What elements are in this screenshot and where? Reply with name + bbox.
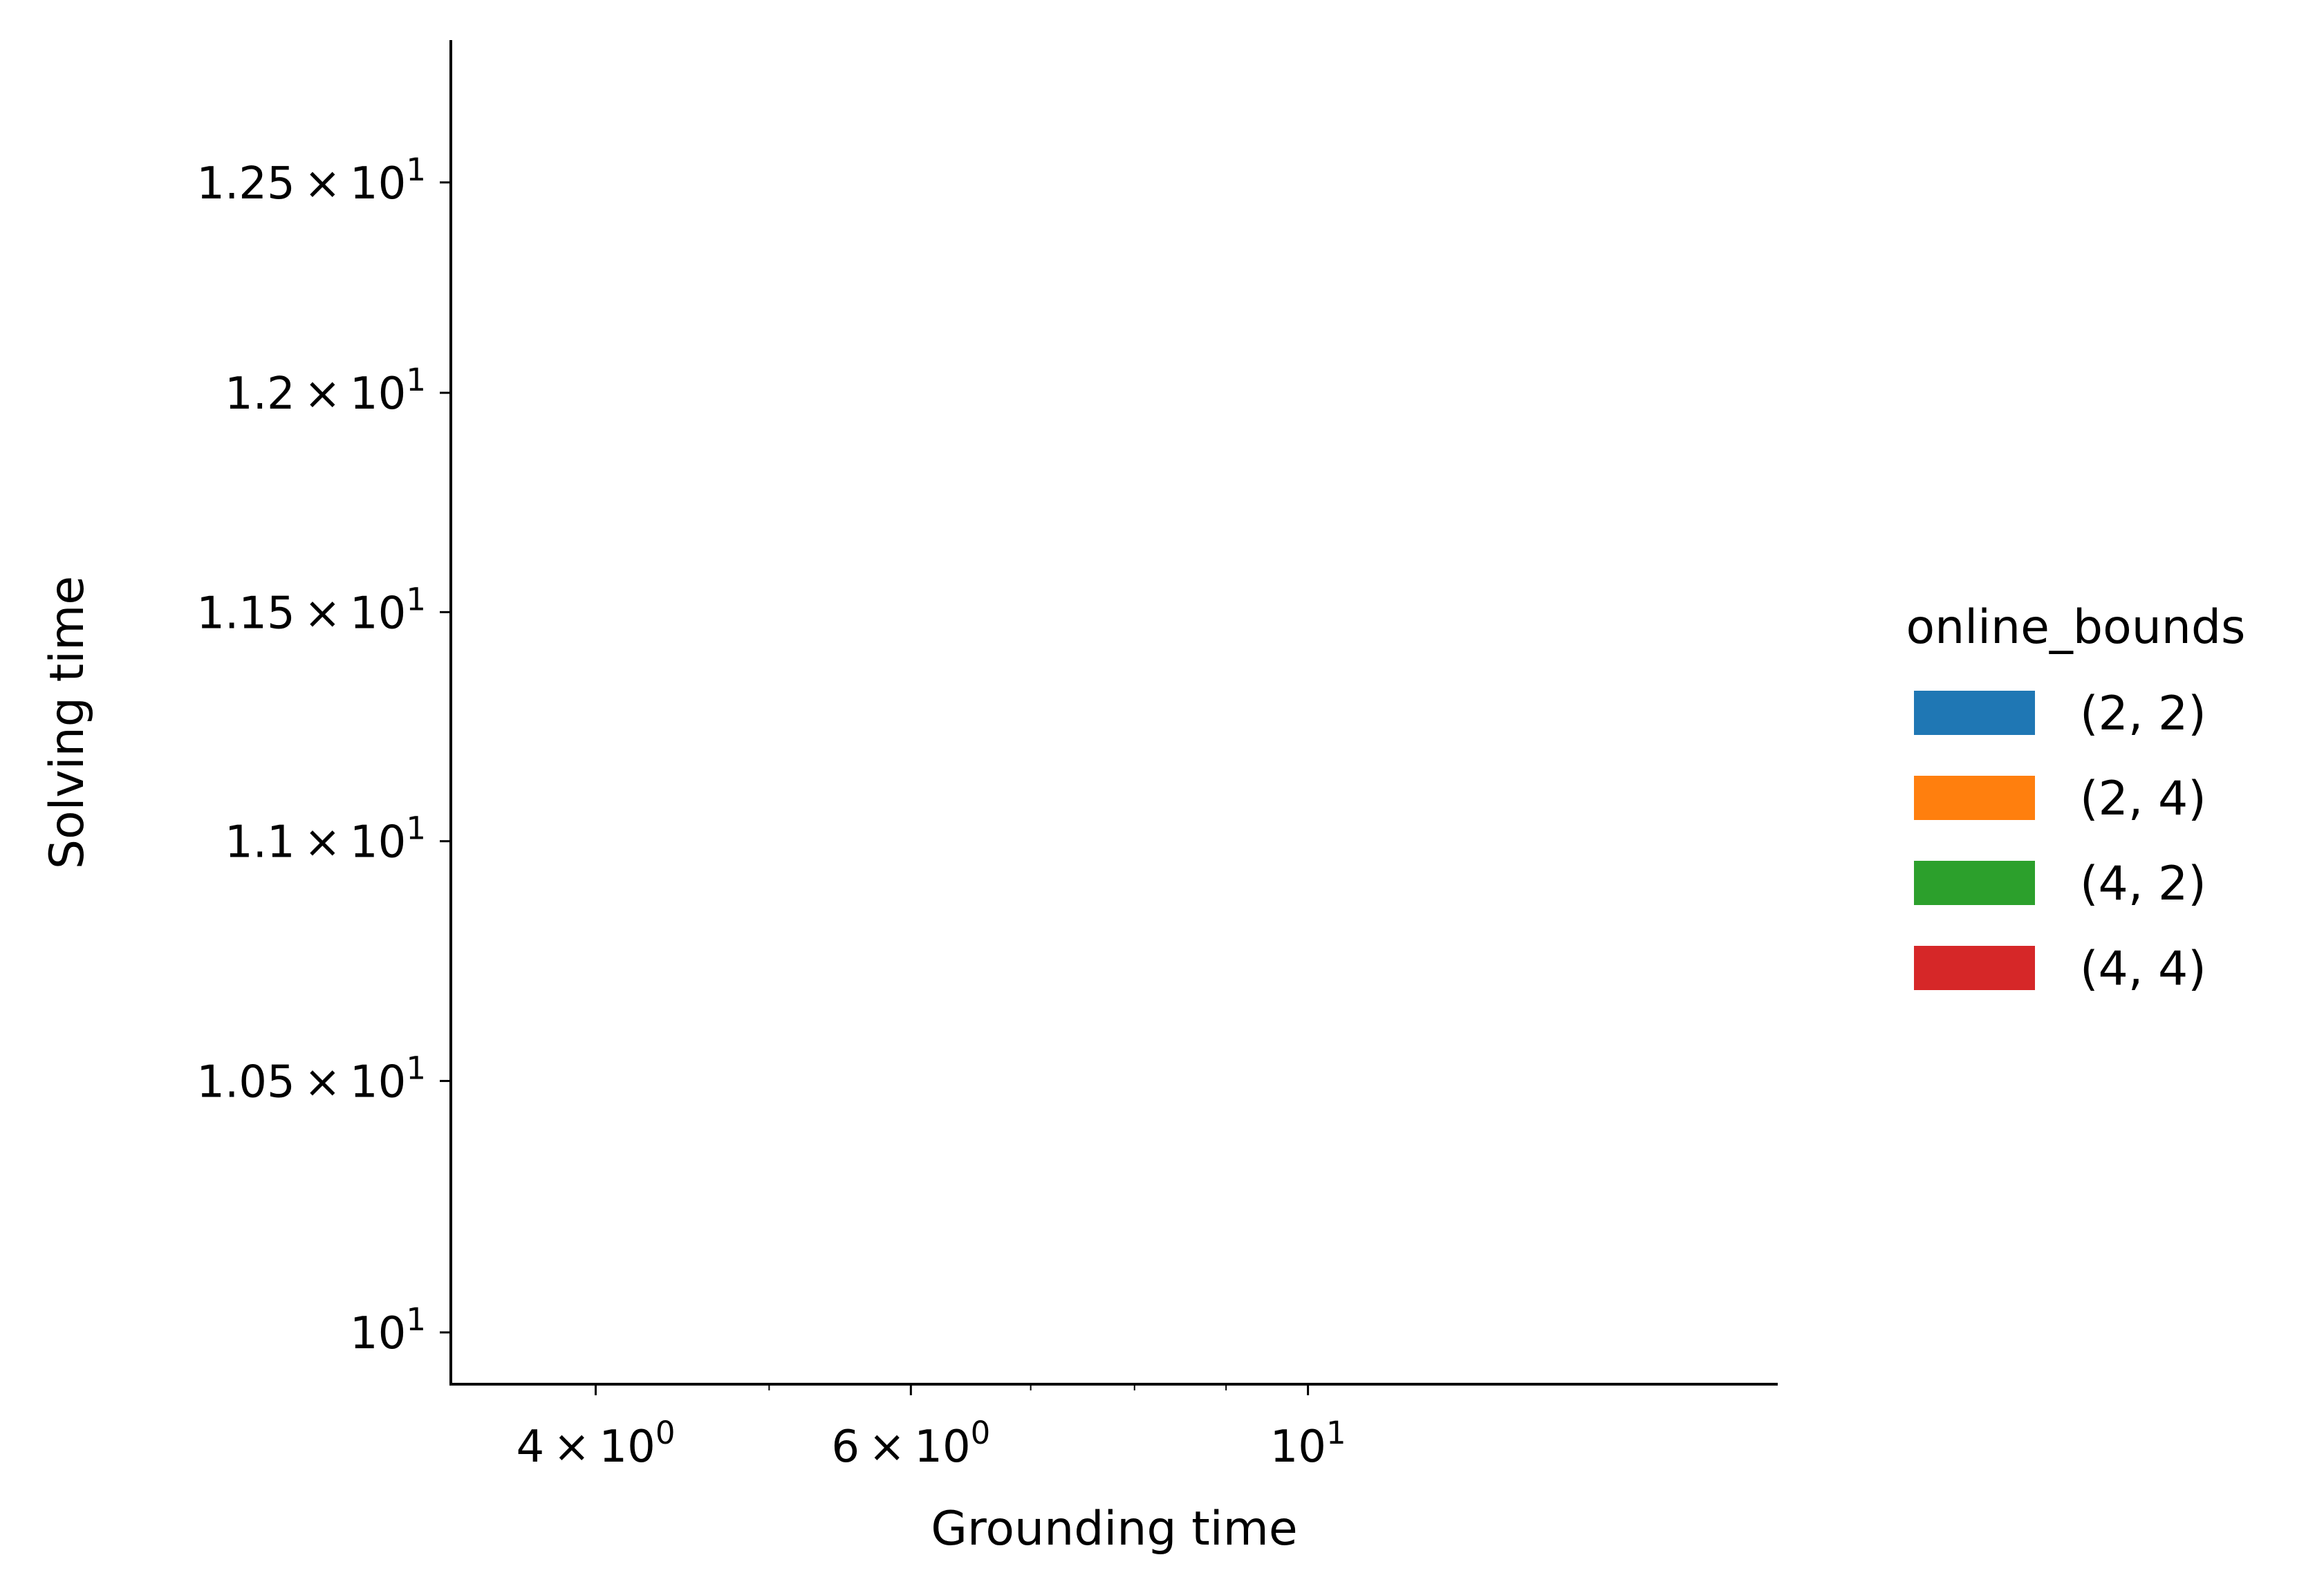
legend-swatch xyxy=(1914,776,2035,820)
legend-swatch xyxy=(1914,691,2035,735)
legend-entries: (2, 2) (2, 4) (4, 2) (4, 4) xyxy=(1914,687,2206,996)
y-axis-label: Solving time xyxy=(40,576,95,869)
x-tick-label: 6 × 100 xyxy=(831,1415,990,1473)
y-tick-label: 1.1 × 101 xyxy=(225,810,426,868)
y-axis: 101 1.05 × 101 1.1 × 101 1.15 × 101 1.2 × 10… xyxy=(196,40,452,1386)
x-tick-label: 4 × 100 xyxy=(516,1415,675,1473)
x-axis-label: Grounding time xyxy=(931,1502,1298,1556)
x-tick-label: 101 xyxy=(1270,1415,1346,1473)
x-axis: 4 × 100 6 × 100 101 xyxy=(449,1383,1778,1473)
y-tick-label: 1.25 × 101 xyxy=(196,151,426,209)
y-tick-label: 1.05 × 101 xyxy=(196,1050,426,1108)
y-tick-label: 1.2 × 101 xyxy=(225,362,426,420)
y-tick-label: 1.15 × 101 xyxy=(196,581,426,639)
legend-entry-label: (2, 2) xyxy=(2080,687,2206,741)
legend: online_bounds (2, 2) (2, 4) (4, 2) (4, 4) xyxy=(1906,600,2246,996)
legend-swatch xyxy=(1914,946,2035,990)
legend-title: online_bounds xyxy=(1906,600,2246,655)
legend-entry-label: (2, 4) xyxy=(2080,772,2206,826)
legend-entry-label: (4, 2) xyxy=(2080,857,2206,911)
legend-swatch xyxy=(1914,861,2035,905)
y-tick-label: 101 xyxy=(350,1301,426,1359)
legend-entry-label: (4, 4) xyxy=(2080,942,2206,996)
